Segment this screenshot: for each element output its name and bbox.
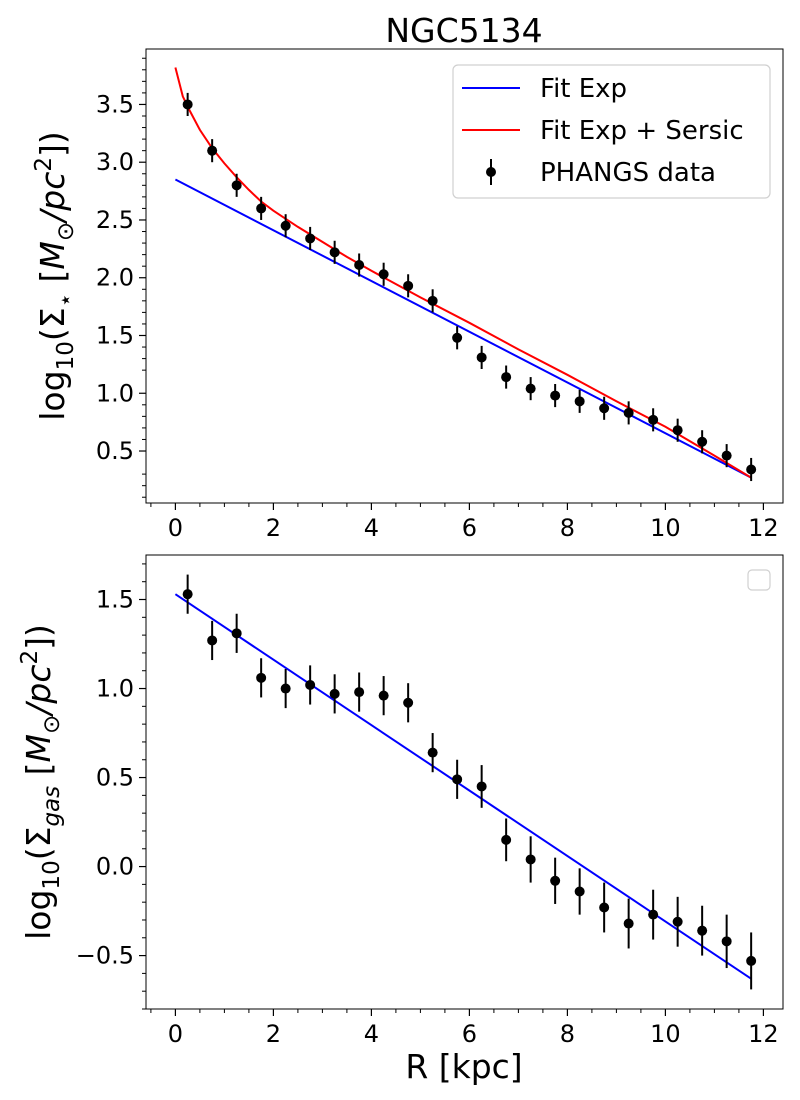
- x-tick-label: 6: [462, 1020, 477, 1048]
- x-tick-label: 10: [650, 514, 681, 542]
- data-point: [648, 909, 659, 920]
- data-point: [452, 332, 463, 343]
- x-tick-label: 4: [364, 1020, 379, 1048]
- legend-label: Fit Exp + Sersic: [540, 116, 744, 146]
- data-point: [427, 747, 438, 758]
- y-axis-label-text: log10(Σgas [M⊙/pc2]): [17, 624, 65, 940]
- top-plot-area: [174, 67, 757, 482]
- y-tick-label: 3.5: [96, 90, 134, 118]
- bottom-ticks: 0 2 4 6 8 10 12 −0.5 0.0 0.5 1.0 1.5: [76, 563, 779, 1048]
- x-tick-label: 8: [560, 1020, 575, 1048]
- bottom-plot-area: [174, 574, 757, 990]
- x-tick-label: 2: [266, 514, 281, 542]
- data-point: [231, 628, 242, 639]
- data-point: [280, 683, 291, 694]
- data-point: [403, 280, 414, 291]
- data-point: [623, 407, 634, 418]
- y-tick-label: 0.0: [96, 853, 134, 881]
- data-point: [574, 396, 585, 407]
- data-point: [721, 936, 732, 947]
- gas-density-panel: log10(Σgas [M⊙/pc2]) 0 2 4 6 8 10 12 −0.5 0.0 0.5…: [17, 554, 784, 1086]
- legend-label: Fit Exp: [540, 74, 627, 104]
- gas-y-axis-label: log10(Σgas [M⊙/pc2]): [17, 624, 65, 940]
- fit-line: [174, 178, 752, 479]
- data-point: [550, 390, 561, 401]
- data-point: [697, 925, 708, 936]
- y-tick-label: 2.0: [96, 264, 134, 292]
- y-tick-label: 0.5: [96, 764, 134, 792]
- data-point: [305, 233, 316, 244]
- x-tick-label: 8: [560, 514, 575, 542]
- top-legend: Fit Exp Fit Exp + Sersic PHANGS data: [452, 64, 771, 199]
- data-point: [305, 679, 316, 690]
- data-point: [354, 260, 365, 271]
- empty-legend-box: [747, 569, 771, 591]
- x-tick-label: 10: [650, 1020, 681, 1048]
- legend-label: PHANGS data: [540, 158, 716, 188]
- data-point: [182, 99, 193, 110]
- data-point: [378, 690, 389, 701]
- top-axes-frame: [145, 48, 784, 504]
- data-point: [525, 383, 536, 394]
- data-point: [574, 886, 585, 897]
- y-tick-label: 1.0: [96, 379, 134, 407]
- data-point: [403, 697, 414, 708]
- data-point: [501, 834, 512, 845]
- data-point: [525, 854, 536, 865]
- data-point: [721, 450, 732, 461]
- data-point: [697, 436, 708, 447]
- y-tick-label: 1.5: [96, 321, 134, 349]
- x-axis-label: R [kpc]: [405, 1047, 522, 1086]
- data-point: [329, 247, 340, 258]
- x-tick-label: 2: [266, 1020, 281, 1048]
- data-point: [746, 955, 757, 966]
- data-point: [280, 220, 291, 231]
- x-tick-label: 0: [168, 1020, 183, 1048]
- top-ticks: 0 2 4 6 8 10 12 0.5 1.0 1.5 2.0 2.5 3.0 3.5: [96, 57, 779, 542]
- y-tick-label: 2.5: [96, 206, 134, 234]
- x-tick-label: 12: [748, 514, 779, 542]
- data-point: [476, 781, 487, 792]
- data-point: [452, 774, 463, 785]
- data-point: [599, 403, 610, 414]
- data-point: [207, 145, 218, 156]
- data-point: [207, 635, 218, 646]
- data-point: [329, 688, 340, 699]
- y-tick-label: 1.0: [96, 675, 134, 703]
- data-point: [672, 916, 683, 927]
- y-tick-label: −0.5: [76, 942, 134, 970]
- data-point: [550, 875, 561, 886]
- data-point: [672, 425, 683, 436]
- data-point: [501, 372, 512, 383]
- data-point: [599, 902, 610, 913]
- data-point: [746, 464, 757, 475]
- data-point: [476, 352, 487, 363]
- data-point: [182, 589, 193, 600]
- chart-title: NGC5134: [385, 11, 542, 50]
- data-point: [256, 203, 267, 214]
- data-point: [256, 672, 267, 683]
- x-tick-label: 0: [168, 514, 183, 542]
- data-point: [427, 295, 438, 306]
- y-tick-label: 0.5: [96, 437, 134, 465]
- legend-marker-swatch: [486, 167, 496, 177]
- stellar-density-panel: NGC5134 log10(Σ⋆ [M⊙/pc2]) 0 2 4 6 8 10 12 0.5 1…: [31, 11, 784, 542]
- data-point: [623, 918, 634, 929]
- legend-box: [452, 64, 771, 199]
- bottom-axes-frame: [145, 554, 784, 1010]
- y-axis-label-text: log10(Σ⋆ [M⊙/pc2]): [31, 131, 79, 420]
- x-tick-label: 4: [364, 514, 379, 542]
- x-tick-label: 6: [462, 514, 477, 542]
- bottom-legend: [747, 569, 771, 591]
- data-point: [648, 414, 659, 425]
- data-point: [354, 687, 365, 698]
- x-tick-label: 12: [748, 1020, 779, 1048]
- fit-line: [174, 593, 752, 980]
- data-point: [378, 269, 389, 280]
- y-tick-label: 3.0: [96, 148, 134, 176]
- stellar-y-axis-label: log10(Σ⋆ [M⊙/pc2]): [31, 131, 79, 420]
- y-tick-label: 1.5: [96, 586, 134, 614]
- data-point: [231, 180, 242, 191]
